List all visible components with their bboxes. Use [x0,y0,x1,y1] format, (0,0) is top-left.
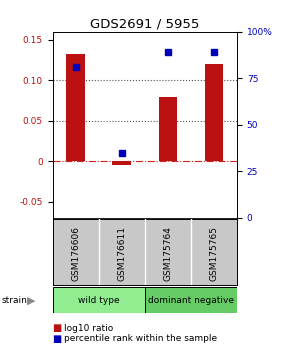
Text: dominant negative: dominant negative [148,296,234,304]
Text: GSM176606: GSM176606 [71,226,80,281]
FancyBboxPatch shape [145,287,237,313]
Text: GSM175765: GSM175765 [209,226,218,281]
Text: GSM176611: GSM176611 [117,226,126,281]
Title: GDS2691 / 5955: GDS2691 / 5955 [90,18,200,31]
Text: strain: strain [2,296,27,305]
Text: percentile rank within the sample: percentile rank within the sample [64,334,218,343]
Text: GSM175764: GSM175764 [163,226,172,281]
Text: ▶: ▶ [27,295,35,305]
Text: ■: ■ [52,323,62,333]
Bar [205,64,223,161]
Text: wild type: wild type [78,296,119,304]
Text: ■: ■ [52,334,62,344]
Bar [112,161,131,165]
Bar [159,97,177,161]
Text: log10 ratio: log10 ratio [64,324,114,333]
Bar [66,54,85,161]
FancyBboxPatch shape [52,287,145,313]
